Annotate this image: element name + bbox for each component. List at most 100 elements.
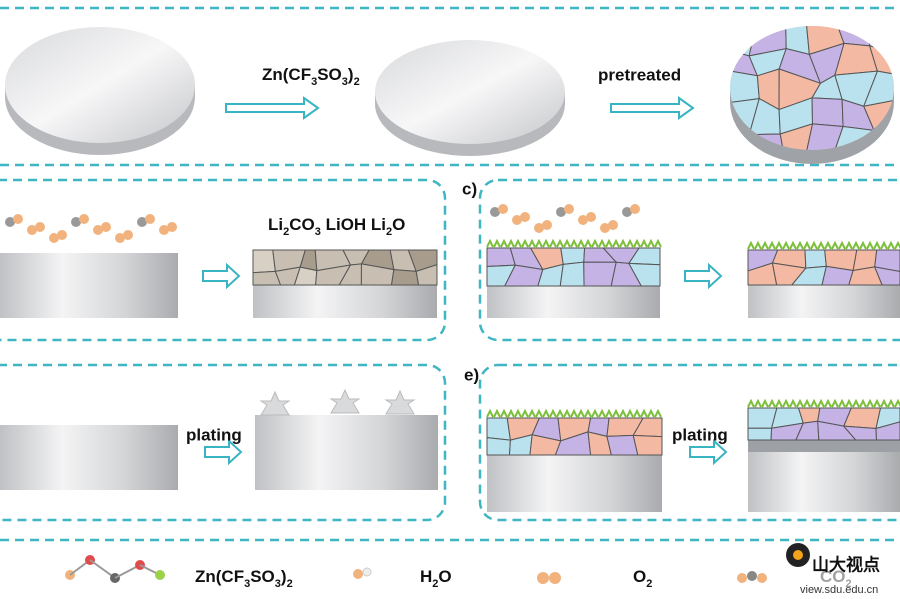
sei-chain: [626, 238, 634, 248]
sei-chain: [591, 408, 599, 418]
zn-substrate: [255, 415, 438, 490]
molecule: [578, 215, 588, 225]
sei-chain: [584, 238, 592, 248]
legend: Zn(CF3SO3)2 H2O O2 CO2: [195, 567, 852, 589]
sei-chain: [521, 238, 529, 248]
grain: [486, 417, 512, 441]
dendrite: [259, 390, 291, 416]
sei-chain: [894, 398, 900, 408]
grain: [811, 97, 844, 128]
sei-chain: [775, 240, 783, 250]
grain: [559, 261, 585, 287]
molecule: [35, 222, 45, 232]
atom: [757, 573, 767, 583]
sei-chain: [542, 238, 550, 248]
sei-chain: [493, 238, 501, 248]
blocks: [0, 204, 900, 512]
sei-layer: [747, 249, 900, 286]
sei-chain: [810, 398, 818, 408]
sei-chain: [528, 408, 536, 418]
sei-chain: [852, 398, 860, 408]
grain: [560, 247, 586, 265]
sei-chain: [486, 238, 494, 248]
sei-chain: [514, 408, 522, 418]
sei-chain: [789, 398, 797, 408]
molecule: [490, 207, 500, 217]
dendrite: [384, 389, 416, 415]
sei-chain: [810, 240, 818, 250]
molecule: [13, 214, 23, 224]
molecule: [57, 230, 67, 240]
sei-chain: [747, 240, 755, 250]
sei-chain: [880, 240, 888, 250]
sei-chain: [817, 398, 825, 408]
atom: [362, 567, 372, 577]
zn-substrate: [0, 253, 178, 318]
grain: [874, 249, 900, 273]
sei-chain: [782, 398, 790, 408]
sei-chain: [500, 238, 508, 248]
sei-chain: [831, 240, 839, 250]
zn-deposit: [748, 440, 900, 452]
reagent-label: Zn(CF3SO3)2: [262, 65, 360, 87]
sei-chain: [640, 408, 648, 418]
legend-icons: [65, 555, 767, 584]
sei-chain: [570, 408, 578, 418]
molecule: [137, 217, 147, 227]
molecule: [542, 220, 552, 230]
atom: [155, 570, 165, 580]
sei-chain: [775, 398, 783, 408]
sei-chain: [486, 408, 494, 418]
legend-label: O2: [633, 567, 652, 589]
sei-chain: [866, 240, 874, 250]
sei-layer: [486, 417, 663, 456]
watermark-url: view.sdu.edu.cn: [800, 584, 878, 596]
sei-chain: [859, 398, 867, 408]
sei-chain: [866, 398, 874, 408]
zn-substrate: [0, 425, 178, 490]
sei-chain: [619, 238, 627, 248]
bond: [89, 559, 116, 579]
separators: [0, 6, 900, 542]
molecule: [534, 223, 544, 233]
arrow: [689, 438, 728, 466]
sei-chain: [605, 408, 613, 418]
sei-chain: [768, 240, 776, 250]
grain: [747, 427, 773, 441]
arrow: [202, 262, 241, 290]
watermark-name: 山大视点: [812, 554, 880, 574]
sei-chain: [507, 408, 515, 418]
sei-chain: [761, 240, 769, 250]
atom: [537, 572, 549, 584]
sei-chain: [514, 238, 522, 248]
molecule: [622, 207, 632, 217]
grain: [628, 262, 661, 287]
sei-chain: [873, 398, 881, 408]
sei-chain: [535, 408, 543, 418]
molecule: [93, 225, 103, 235]
sei-chain: [654, 408, 662, 418]
sei-chain: [521, 408, 529, 418]
molecule: [608, 220, 618, 230]
molecule: [586, 212, 596, 222]
molecule: [49, 233, 59, 243]
legend-label: Zn(CF3SO3)2: [195, 567, 293, 589]
sei-chain: [887, 398, 895, 408]
molecule: [630, 204, 640, 214]
sei-layer: [252, 249, 438, 286]
sei-chain: [577, 238, 585, 248]
grain: [873, 266, 900, 286]
sei-chain: [598, 238, 606, 248]
sei-chain: [754, 398, 762, 408]
watermark: 山大视点 view.sdu.edu.cn: [786, 543, 880, 596]
molecule: [600, 223, 610, 233]
molecule: [159, 225, 169, 235]
grain: [632, 434, 663, 456]
sei-chain: [507, 238, 515, 248]
sei-chain: [633, 408, 641, 418]
sei-chain: [782, 240, 790, 250]
sei-chain: [633, 238, 641, 248]
grain: [583, 261, 617, 287]
molecule: [101, 222, 111, 232]
atom: [737, 573, 747, 583]
